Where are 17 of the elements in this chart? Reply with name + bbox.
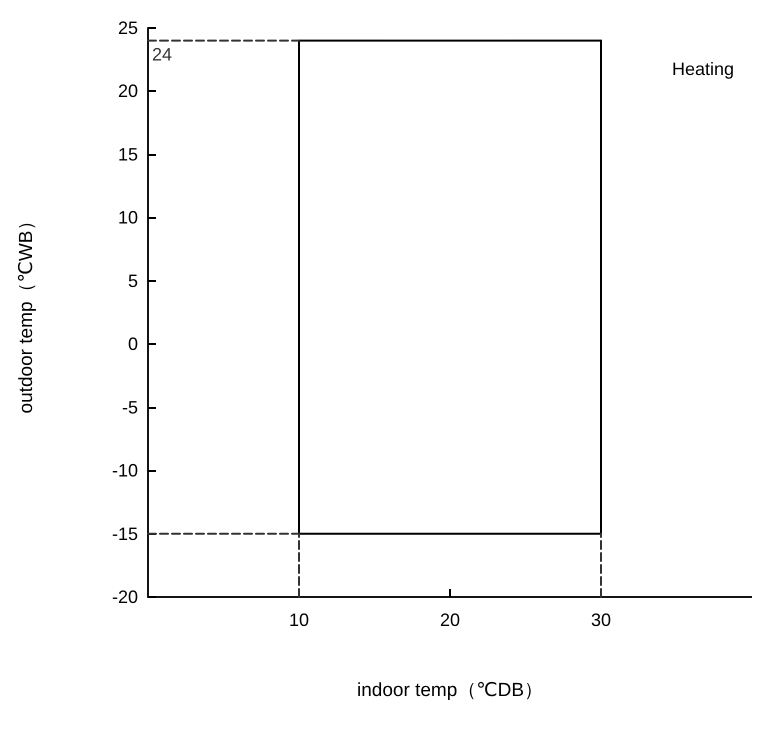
annotation: Heating: [672, 59, 734, 79]
y-tick-label: 10: [118, 208, 138, 228]
y-axis-title: outdoor temp（℃WB）: [16, 212, 37, 414]
y-tick-label: 15: [118, 144, 138, 164]
y-tick-label: 25: [118, 18, 138, 38]
x-tick-label: 30: [590, 610, 612, 630]
x-tick-label: 20: [440, 610, 460, 630]
y-tick-label: 5: [128, 270, 138, 291]
y-tick-label: 0: [128, 334, 138, 354]
y-tick-label: 20: [118, 81, 138, 102]
x-axis-title: indoor temp（℃DB）: [356, 680, 544, 701]
x-tick-label: 10: [288, 610, 310, 630]
y-tick-label: -20: [112, 587, 138, 607]
y-tick-label: -10: [112, 460, 138, 481]
y-tick-label: -5: [122, 397, 138, 418]
y-tick-label: -15: [112, 524, 138, 544]
annotation: 24: [152, 44, 172, 65]
